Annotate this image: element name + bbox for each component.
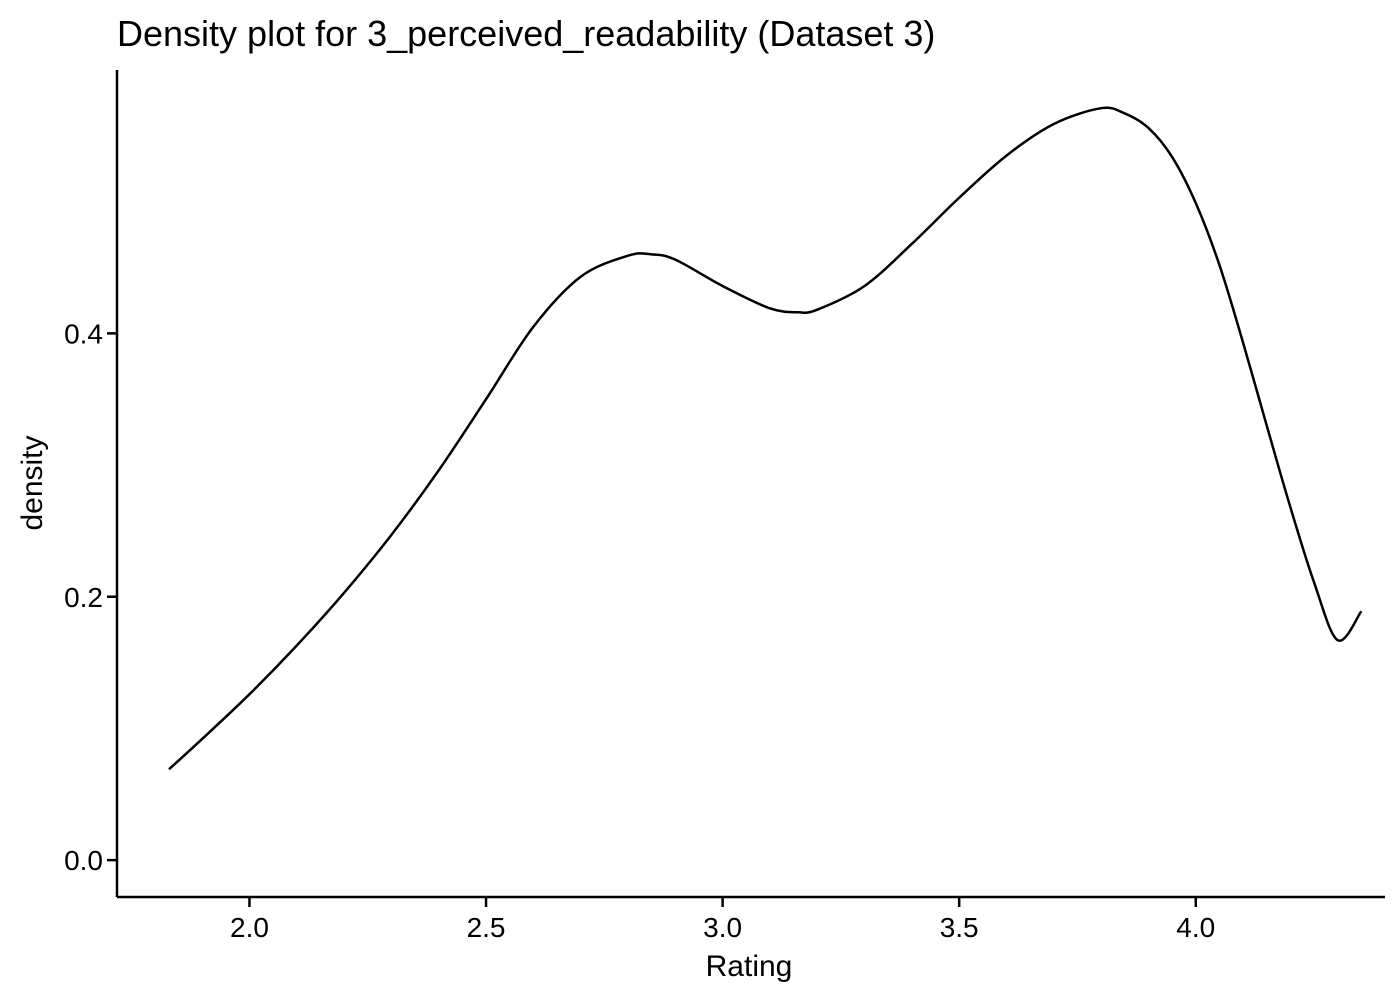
x-axis-label: Rating	[706, 950, 793, 983]
x-tick-label: 3.5	[940, 912, 979, 943]
chart-title: Density plot for 3_perceived_readability…	[117, 13, 935, 54]
plot-area: 2.0 2.5 3.0 3.5 4.0 0.0 0.2 0.4	[64, 70, 1385, 943]
y-tick-label: 0.0	[64, 845, 103, 876]
x-tick-label: 3.0	[703, 912, 742, 943]
y-axis-label: density	[16, 435, 49, 530]
x-tick-label: 2.0	[230, 912, 269, 943]
x-tick-label: 4.0	[1176, 912, 1215, 943]
y-tick-label: 0.2	[64, 582, 103, 613]
density-curve	[168, 106, 1363, 771]
x-tick-label: 2.5	[467, 912, 506, 943]
y-tick-label: 0.4	[64, 318, 103, 349]
